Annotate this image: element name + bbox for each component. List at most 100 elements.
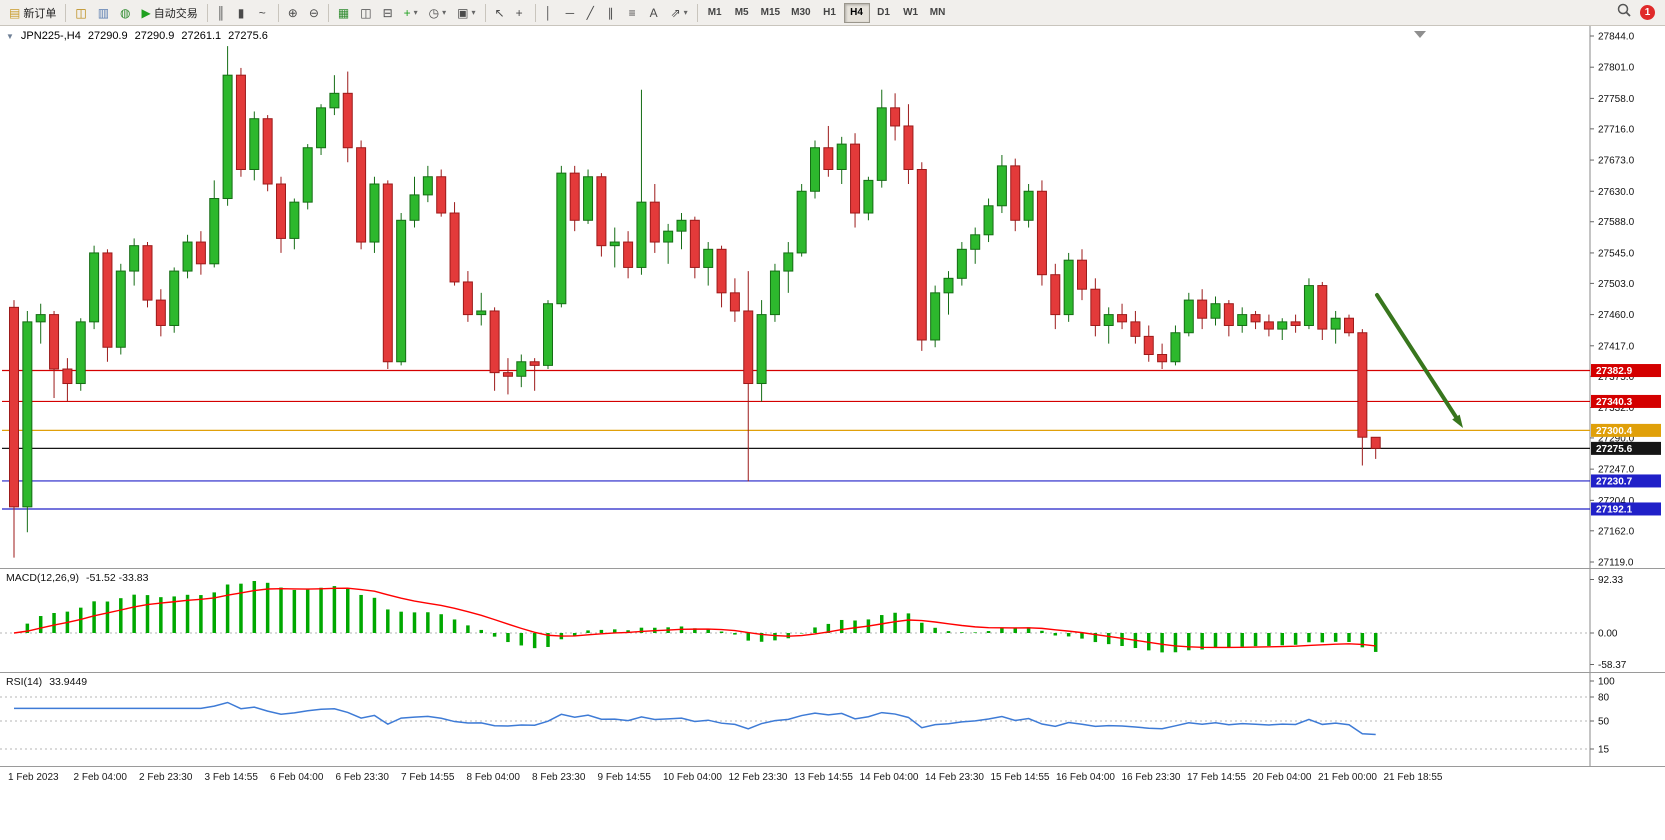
text-tool-button[interactable]: A bbox=[645, 3, 665, 23]
toolbar-separator bbox=[277, 3, 279, 22]
new-order-button[interactable]: ▤ 新订单 bbox=[4, 3, 61, 23]
line-chart-icon: ~ bbox=[258, 5, 266, 20]
profiles-button[interactable]: ▥ bbox=[93, 3, 114, 23]
timeframe-h1-button[interactable]: H1 bbox=[817, 3, 843, 23]
bull-candle bbox=[583, 176, 594, 221]
time-axis-label: 16 Feb 04:00 bbox=[1056, 772, 1115, 783]
trendline-button[interactable]: ╱ bbox=[582, 3, 602, 23]
main-chart-canvas[interactable]: 27844.0 27801.0 27758.0 27716.0 27673.0 27630… bbox=[0, 26, 1665, 568]
fibonacci-button[interactable]: ≡ bbox=[624, 3, 644, 23]
timeframe-mn-button[interactable]: MN bbox=[925, 3, 951, 23]
candlestick-button[interactable]: ▮ bbox=[233, 3, 253, 23]
trendline-icon: ╱ bbox=[586, 5, 594, 20]
bear-candle bbox=[903, 125, 914, 170]
macd-panel[interactable]: 92.33 0.00 -58.37 MACD(12,26,9) -51.52 -33… bbox=[0, 568, 1665, 672]
bar-chart-button[interactable]: ║ bbox=[212, 3, 232, 23]
bull-candle bbox=[182, 241, 193, 272]
bull-candle bbox=[943, 277, 954, 294]
time-axis-label: 10 Feb 04:00 bbox=[663, 772, 722, 783]
zoom-in-icon: ⊕ bbox=[287, 5, 298, 20]
vertical-line-button[interactable]: │ bbox=[540, 3, 560, 23]
market-watch-button[interactable]: ◍ bbox=[115, 3, 135, 23]
zoom-in-button[interactable]: ⊕ bbox=[283, 3, 303, 23]
time-axis-label: 15 Feb 14:55 bbox=[990, 772, 1050, 783]
template-icon: ▣ bbox=[457, 5, 469, 20]
bear-candle bbox=[462, 281, 473, 316]
rsi-panel[interactable]: 100 80 50 15 RSI(14) 33.9449 bbox=[0, 672, 1665, 766]
arrange-windows-button[interactable]: ⊟ bbox=[378, 3, 398, 23]
new-chart-button[interactable]: ◫ bbox=[70, 3, 91, 23]
bear-candle bbox=[449, 212, 460, 283]
time-axis-label: 14 Feb 04:00 bbox=[859, 772, 919, 783]
periods-button[interactable]: ◷ ▾ bbox=[424, 3, 452, 23]
line-chart-button[interactable]: ~ bbox=[254, 3, 274, 23]
chart-symbol-header: ▼ JPN225-,H4 27290.9 27290.9 27261.1 272… bbox=[6, 30, 268, 42]
bear-candle bbox=[1290, 321, 1301, 326]
zoom-out-button[interactable]: ⊖ bbox=[304, 3, 324, 23]
bear-candle bbox=[716, 248, 727, 294]
bear-candle bbox=[356, 147, 367, 243]
timeframe-h4-button[interactable]: H4 bbox=[843, 2, 870, 23]
bear-candle bbox=[1263, 321, 1274, 330]
candlestick-icon: ▮ bbox=[237, 5, 245, 20]
timeframe-m30-button[interactable]: M30 bbox=[786, 3, 815, 23]
rsi-canvas[interactable]: 100 80 50 15 bbox=[0, 673, 1665, 766]
bull-candle bbox=[783, 252, 794, 272]
templates-button[interactable]: ▣ ▾ bbox=[452, 3, 480, 23]
bull-candle bbox=[222, 74, 233, 200]
bull-candle bbox=[329, 92, 340, 109]
autotrade-button[interactable]: ▶ 自动交易 bbox=[137, 3, 203, 23]
bear-candle bbox=[823, 147, 834, 170]
bull-candle bbox=[1183, 299, 1194, 334]
price-level-tag bbox=[1591, 474, 1661, 488]
tile-windows-button[interactable]: ▦ bbox=[333, 3, 354, 23]
quote-close: 27275.6 bbox=[228, 30, 268, 42]
bear-candle bbox=[489, 310, 500, 374]
bull-candle bbox=[22, 321, 33, 508]
bull-candle bbox=[836, 143, 847, 170]
price-level-tag-label: 27230.7 bbox=[1596, 476, 1633, 487]
channel-button[interactable]: ∥ bbox=[603, 3, 623, 23]
horizontal-line-button[interactable]: ─ bbox=[561, 3, 581, 23]
time-axis-label: 20 Feb 04:00 bbox=[1252, 772, 1312, 783]
chart-panel[interactable]: 27844.0 27801.0 27758.0 27716.0 27673.0 27630… bbox=[0, 26, 1665, 568]
bull-candle bbox=[476, 310, 487, 316]
trend-arrow-annotation[interactable] bbox=[1375, 293, 1458, 419]
time-axis-label: 2 Feb 23:30 bbox=[139, 772, 193, 783]
bull-candle bbox=[89, 252, 100, 323]
notification-badge[interactable]: 1 bbox=[1640, 5, 1655, 20]
bull-candle bbox=[289, 201, 300, 239]
timeframe-w1-button[interactable]: W1 bbox=[898, 3, 924, 23]
toolbar-separator bbox=[484, 3, 486, 22]
toolbar-separator bbox=[65, 3, 67, 22]
macd-canvas[interactable]: 92.33 0.00 -58.37 bbox=[0, 569, 1665, 672]
time-axis[interactable]: 1 Feb 2023 2 Feb 04:00 2 Feb 23:30 3 Feb 14… bbox=[0, 766, 1665, 790]
time-axis-label: 1 Feb 2023 bbox=[8, 772, 59, 783]
indicators-button[interactable]: + ▾ bbox=[399, 3, 423, 23]
oneclick-trading-arrow-icon[interactable]: ▼ bbox=[6, 31, 14, 41]
timeframe-m15-button[interactable]: M15 bbox=[756, 3, 785, 23]
rsi-axis-label: 100 bbox=[1598, 677, 1615, 688]
rsi-axis-label: 15 bbox=[1598, 745, 1610, 756]
search-icon[interactable] bbox=[1616, 2, 1632, 23]
crosshair-button[interactable]: + bbox=[511, 3, 531, 23]
timeframe-buttons: M1 M5 M15 M30 H1 H4 D1 W1 MN bbox=[702, 2, 951, 23]
price-axis-label: 27630.0 bbox=[1598, 187, 1635, 198]
bear-candle bbox=[1197, 299, 1208, 319]
bear-candle bbox=[623, 241, 634, 268]
arrows-tool-button[interactable]: ⇗ ▾ bbox=[666, 3, 693, 23]
bear-candle bbox=[49, 314, 60, 370]
time-axis-label: 7 Feb 14:55 bbox=[401, 772, 455, 783]
cursor-button[interactable]: ↖ bbox=[490, 3, 510, 23]
timeframe-m1-button[interactable]: M1 bbox=[702, 3, 728, 23]
price-axis-label: 27332.0 bbox=[1598, 403, 1635, 414]
bear-candle bbox=[729, 292, 740, 312]
cascade-windows-button[interactable]: ◫ bbox=[355, 3, 376, 23]
rsi-axis-label: 80 bbox=[1598, 693, 1610, 704]
bull-candle bbox=[302, 147, 313, 203]
time-axis-label: 12 Feb 23:30 bbox=[728, 772, 788, 783]
chart-shift-marker[interactable] bbox=[1414, 31, 1426, 38]
timeframe-d1-button[interactable]: D1 bbox=[871, 3, 897, 23]
timeframe-m5-button[interactable]: M5 bbox=[729, 3, 755, 23]
